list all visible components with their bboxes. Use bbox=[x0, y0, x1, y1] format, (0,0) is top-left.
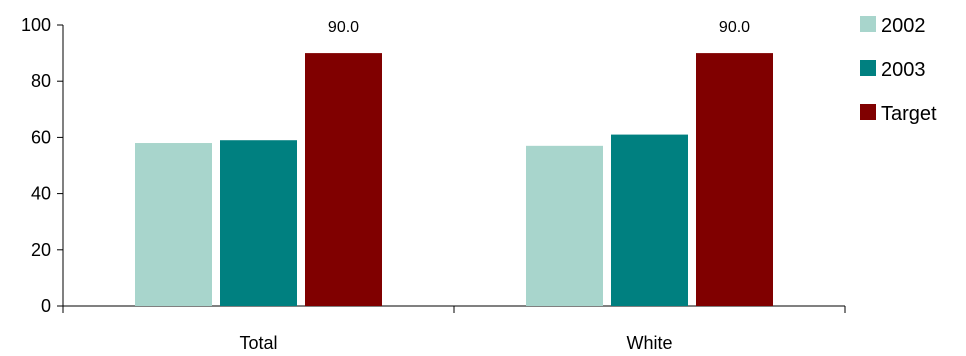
y-tick-label: 100 bbox=[21, 15, 51, 35]
category-label: White bbox=[626, 333, 672, 353]
bar-target-total bbox=[305, 53, 382, 306]
legend-swatch-2002 bbox=[860, 16, 876, 32]
data-labels: 90.0 90.0 bbox=[328, 19, 750, 36]
y-tick-label: 60 bbox=[31, 127, 51, 147]
legend-label: 2003 bbox=[881, 59, 926, 81]
y-tick-label: 80 bbox=[31, 71, 51, 91]
y-tick-label: 0 bbox=[41, 296, 51, 316]
legend-swatch-2003 bbox=[860, 60, 876, 76]
category-label: Total bbox=[239, 333, 277, 353]
y-tick-label: 40 bbox=[31, 184, 51, 204]
bar-2002-white bbox=[526, 145, 603, 306]
legend-label: Target bbox=[881, 103, 937, 125]
bar-2002-total bbox=[135, 143, 212, 306]
x-axis: Total White bbox=[62, 305, 846, 353]
bar-target-white bbox=[696, 53, 773, 306]
legend: 2002 2003 Target bbox=[860, 15, 937, 125]
data-label: 90.0 bbox=[719, 19, 750, 36]
legend-swatch-target bbox=[860, 104, 876, 120]
y-tick-label: 20 bbox=[31, 240, 51, 260]
data-label: 90.0 bbox=[328, 19, 359, 36]
legend-label: 2002 bbox=[881, 15, 926, 37]
bar-2003-white bbox=[611, 134, 688, 306]
bar-2003-total bbox=[220, 140, 297, 306]
bars bbox=[135, 53, 773, 306]
y-axis: 0 20 40 60 80 100 bbox=[21, 15, 64, 316]
